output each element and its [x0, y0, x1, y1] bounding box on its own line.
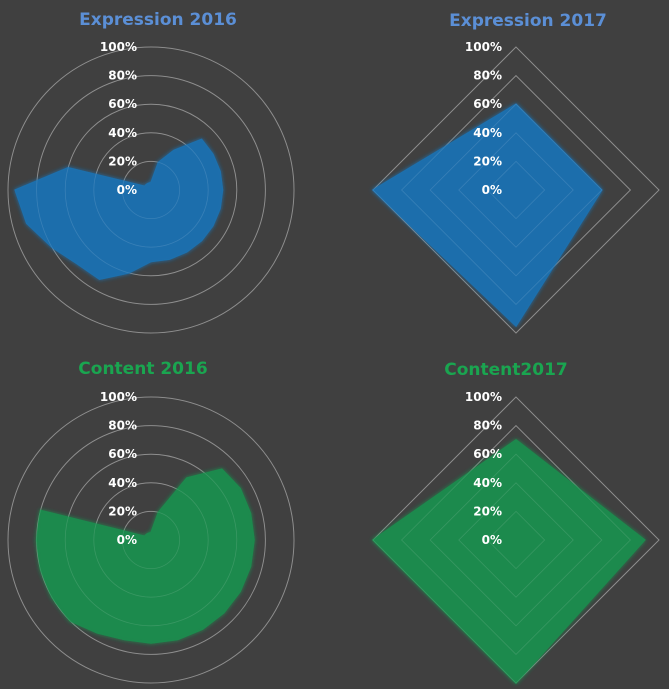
tick-label: 40% — [108, 126, 137, 140]
grid-ring — [372, 46, 660, 334]
tick-label: 20% — [108, 504, 137, 518]
grid-ring-overlay — [64, 103, 238, 277]
grid-ring-overlay — [429, 103, 603, 277]
radar-chart-3: 0% 20% 40% 60% 80% 100% Content 2016 — [7, 359, 295, 684]
tick-label: 60% — [473, 97, 502, 111]
tick-label: 20% — [473, 504, 502, 518]
grid-ring-overlay — [401, 75, 631, 305]
tick-label: 0% — [482, 183, 502, 197]
series-area — [14, 138, 224, 281]
grid-ring-overlay — [458, 132, 574, 248]
tick-label: 0% — [482, 533, 502, 547]
chart-title: Content2017 — [444, 360, 567, 380]
grid-ring-overlay — [486, 160, 546, 220]
tick-label: 60% — [108, 447, 137, 461]
chart-title: Expression 2017 — [449, 11, 607, 31]
tick-label: 40% — [473, 126, 502, 140]
grid-ring-overlay — [93, 132, 209, 248]
grid-ring-overlay — [93, 482, 209, 598]
grid-ring-overlay — [36, 75, 266, 305]
tick-label: 20% — [473, 154, 502, 168]
tick-label: 100% — [465, 40, 502, 54]
tick-label: 80% — [108, 419, 137, 433]
grid-ring-overlay — [36, 425, 266, 655]
tick-label: 60% — [108, 97, 137, 111]
grid-ring-overlay — [372, 46, 660, 334]
tick-label: 100% — [100, 390, 137, 404]
grid-ring-overlay — [122, 160, 181, 219]
tick-label: 40% — [108, 476, 137, 490]
grid-ring-overlay — [486, 510, 546, 570]
series-area — [35, 468, 255, 644]
chart-title: Expression 2016 — [79, 10, 237, 30]
series-area — [371, 103, 603, 328]
grid-ring-overlay — [7, 46, 295, 334]
grid-ring-overlay — [429, 453, 603, 627]
grid-ring-overlay — [372, 396, 660, 684]
tick-label: 0% — [117, 183, 137, 197]
tick-label: 100% — [465, 390, 502, 404]
radar-chart-1: 0% 20% 40% 60% 80% 100% Expression 2016 — [7, 10, 295, 334]
grid-ring-overlay — [458, 482, 574, 598]
grid-ring-overlay — [122, 510, 181, 569]
tick-label: 0% — [117, 533, 137, 547]
grid-ring-overlay — [64, 453, 238, 627]
radar-chart-4: 0% 20% 40% 60% 80% 100% Content2017 — [371, 360, 660, 685]
grid-ring-overlay — [7, 396, 295, 684]
tick-label: 60% — [473, 447, 502, 461]
chart-title: Content 2016 — [78, 359, 207, 379]
tick-label: 80% — [108, 69, 137, 83]
grid-ring-overlay — [401, 425, 631, 655]
radar-chart-2: 0% 20% 40% 60% 80% 100% Expression 2017 — [371, 11, 660, 334]
tick-label: 80% — [473, 419, 502, 433]
tick-label: 100% — [100, 40, 137, 54]
tick-label: 40% — [473, 476, 502, 490]
grid-ring — [7, 46, 295, 334]
series-area — [371, 438, 646, 685]
tick-label: 20% — [108, 154, 137, 168]
grid-ring — [7, 396, 295, 684]
tick-label: 80% — [473, 69, 502, 83]
